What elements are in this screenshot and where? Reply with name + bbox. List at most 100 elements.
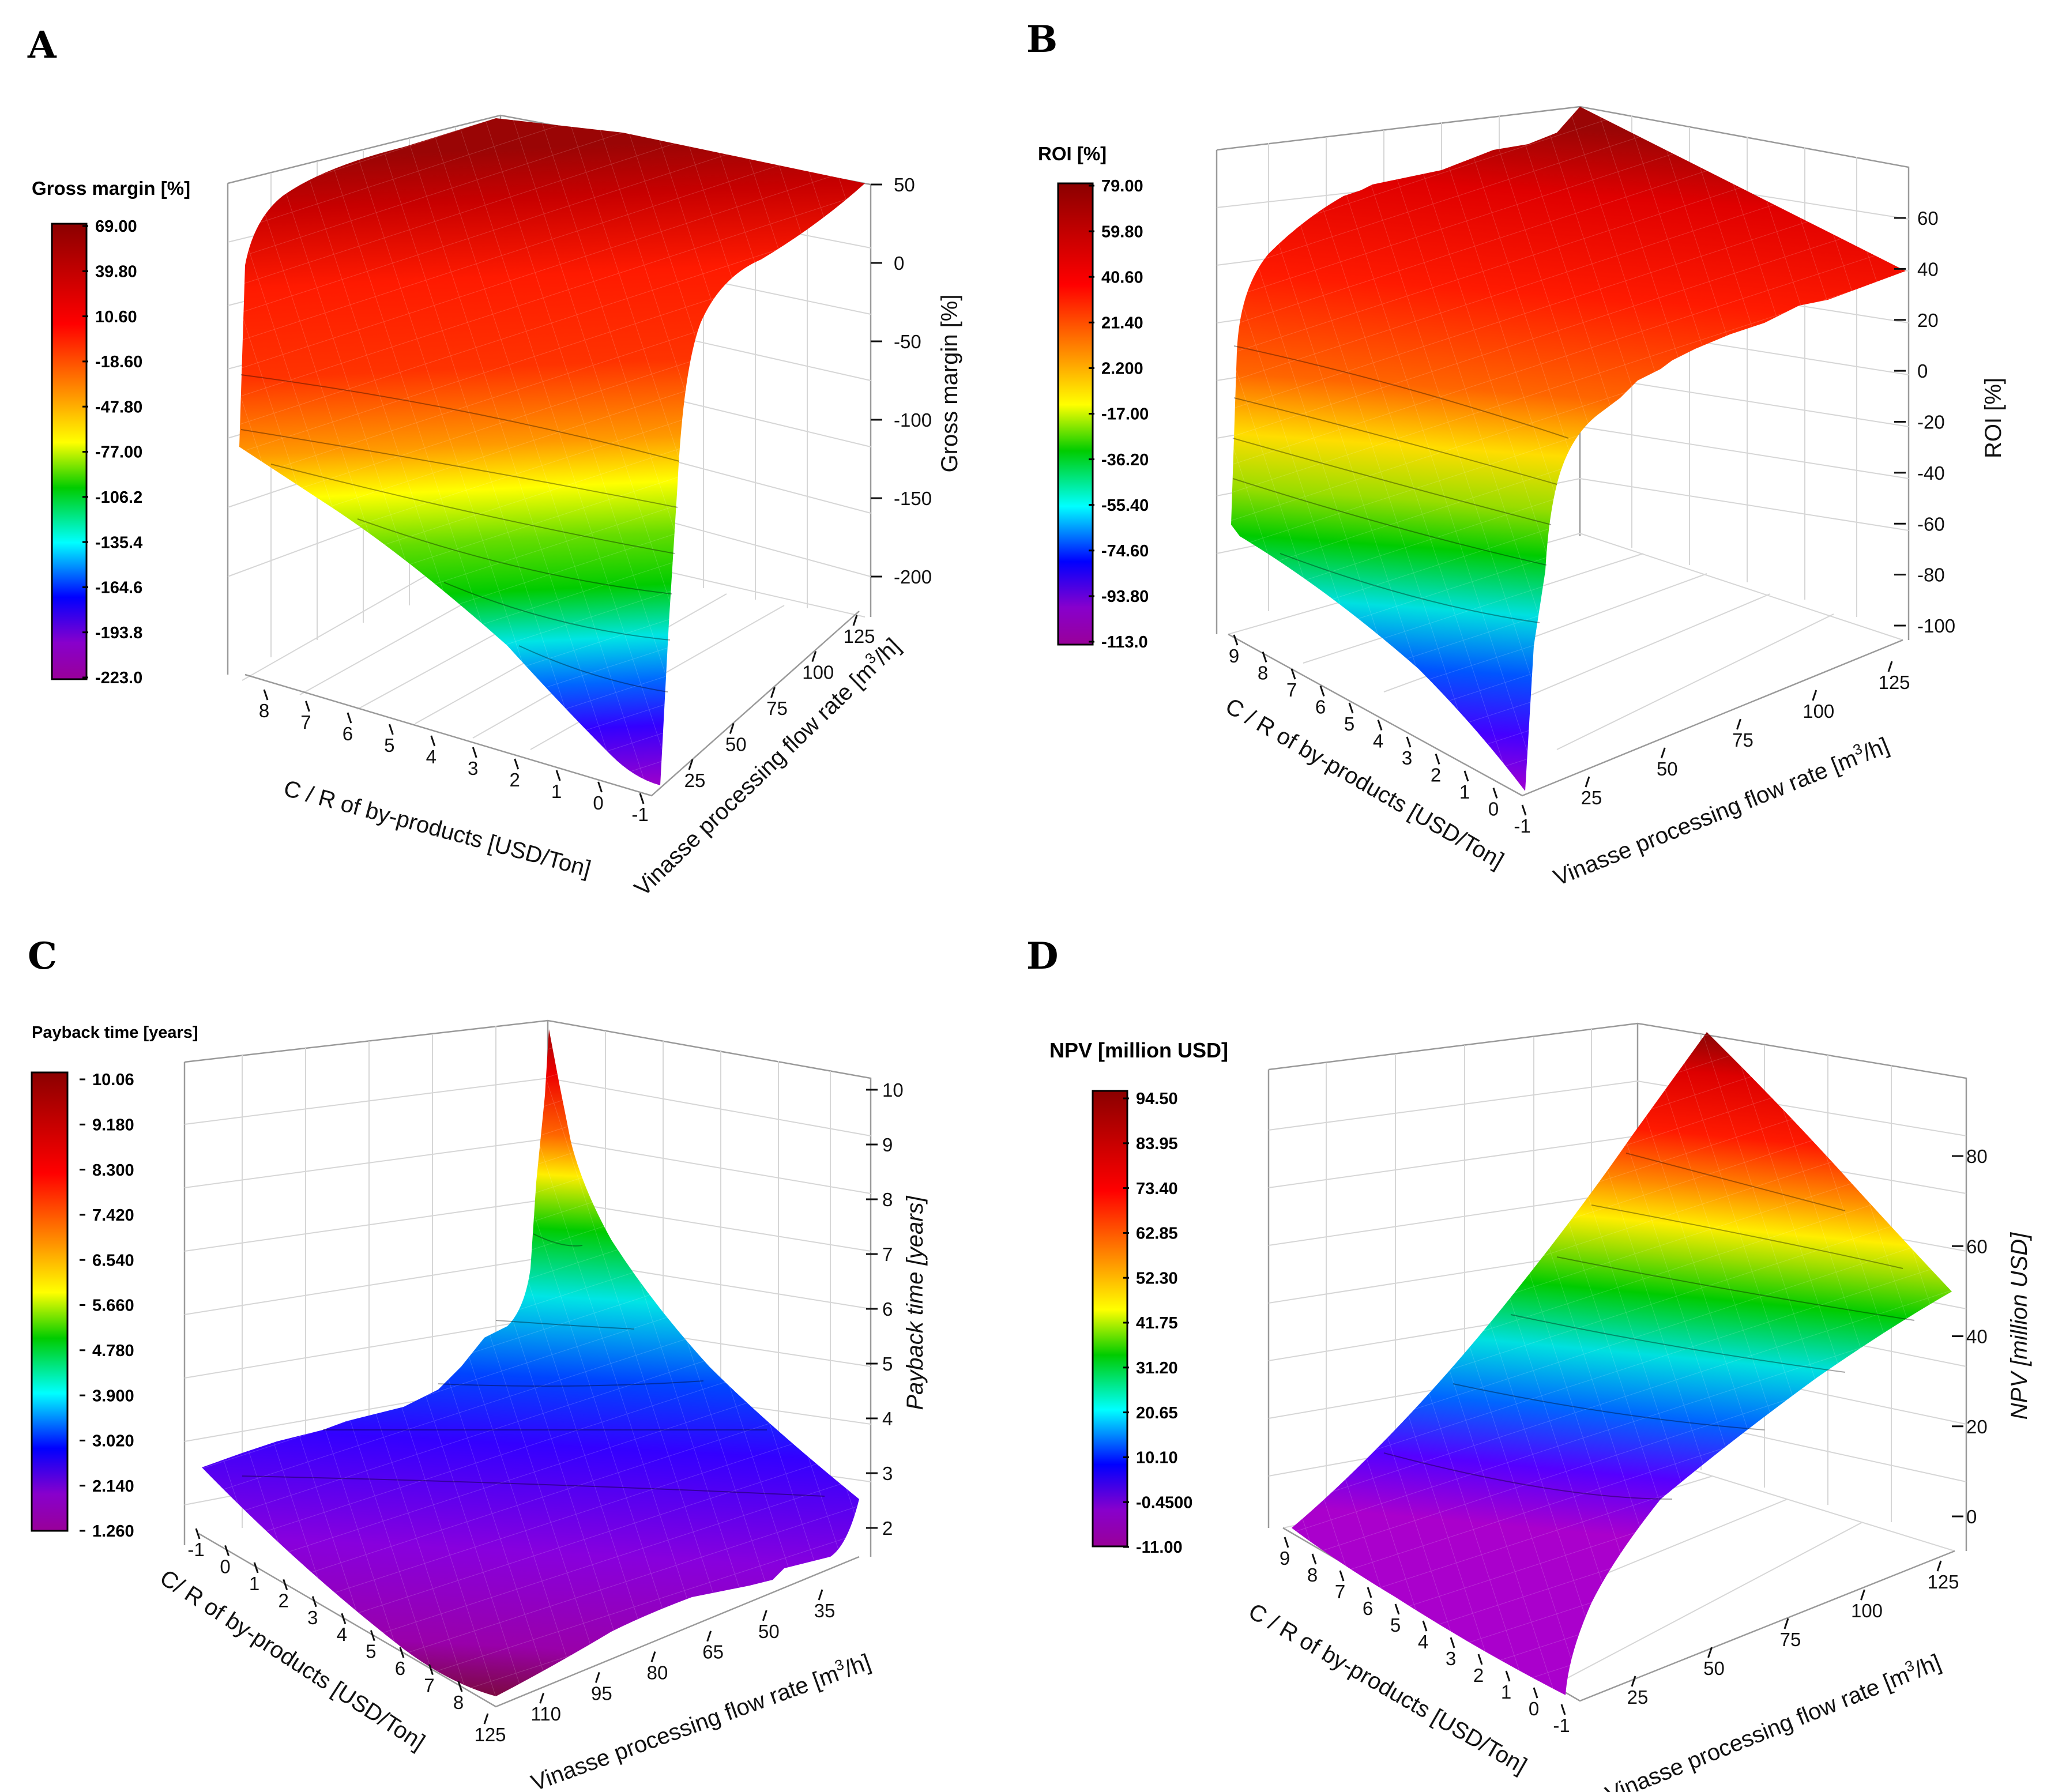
z-tick-label: 3 [882,1463,893,1484]
x-tick-mark [1492,788,1498,799]
x-tick-mark [1367,1587,1372,1598]
y-tick-mark [1707,1647,1713,1658]
x-tick-label: 4 [426,746,437,767]
x-tick-mark [263,689,269,701]
y-tick-label: 50 [1703,1658,1725,1679]
y-tick-mark [539,1692,545,1704]
z-tick-label: 6 [882,1298,893,1320]
y-tick-mark [818,1589,823,1601]
y-tick-label: 50 [758,1621,780,1642]
y-tick-mark [729,723,735,734]
z-tick-label: 0 [1917,360,1928,382]
y-tick-label: 25 [1627,1686,1649,1708]
colorbar-gradient [31,1071,69,1532]
colorbar-title: Gross margin [%] [32,178,190,199]
colorbar-tick-label: -18.60 [95,353,142,371]
x-tick-mark [1521,804,1527,816]
x-tick-label: 2 [509,769,520,790]
y-tick-mark [1585,776,1590,788]
panel-d-y-axis: 25 50 75 100 125 Vinasse processing flow rat… [1601,1560,1959,1792]
x-tick-mark [639,793,645,804]
x-tick-label: 2 [1473,1665,1484,1686]
panel-label-a: A [27,24,57,67]
x-tick-label: 8 [259,700,269,721]
x-tick-label: 7 [424,1675,434,1696]
panel-a-colorbar: Gross margin [%] 69.00 39.80 10.60 -18.60 -4… [32,178,190,687]
z-tick-label: 40 [1917,258,1939,280]
x-tick-label: -1 [187,1539,204,1560]
y-tick-label: 100 [1803,701,1834,722]
x-tick-mark [428,1664,434,1676]
colorbar-tick-label: -135.4 [95,533,142,552]
x-tick-mark [1406,736,1412,748]
x-tick-label: 5 [384,735,394,756]
x-tick-mark [1262,652,1267,662]
x-tick-mark [370,1630,375,1642]
z-tick-label: 0 [1966,1506,1977,1527]
z-tick-label: 80 [1966,1146,1988,1167]
x-tick-label: -1 [1514,815,1530,837]
z-tick-label: 7 [882,1244,893,1265]
colorbar-tick-label: -36.20 [1101,451,1149,469]
z-tick-label: -50 [894,331,921,352]
z-tick-label: 5 [882,1353,893,1375]
y-tick-mark [1660,747,1666,759]
colorbar-tick-label: -106.2 [95,488,142,507]
x-tick-mark [472,747,477,758]
x-tick-mark [1450,1637,1455,1648]
colorbar-tick-label: 2.200 [1101,360,1143,378]
z-tick-label: 50 [894,174,915,195]
z-tick-label: 9 [882,1134,893,1155]
panel-b: B ROI [%] 79.00 59.80 40.60 21.40 2.200 -17.0… [1026,18,2006,891]
x-tick-mark [1290,668,1296,680]
x-tick-mark [305,701,310,712]
y-tick-mark [1783,1618,1789,1629]
colorbar-tick-label: -193.8 [95,624,142,642]
colorbar-tick-label: 8.300 [92,1161,134,1180]
x-tick-label: 5 [1390,1614,1401,1636]
panel-a-z-axis: 50 0 -50 -100 -150 -200 Gross margin [%] [871,174,962,588]
y-tick-label: 50 [725,734,747,755]
y-axis-title: Vinasse processing flow rate [m3/h] [1549,730,1892,891]
x-tick-label: 0 [1529,1698,1539,1719]
colorbar-tick-label: 62.85 [1136,1225,1178,1243]
colorbar-tick-label: 79.00 [1101,177,1143,195]
y-tick-label: 125 [1878,672,1910,693]
colorbar-tick-label: -223.0 [95,669,142,687]
z-tick-label: 40 [1966,1326,1988,1347]
colorbar-tick-label: 3.900 [92,1387,134,1405]
y-tick-mark [1887,661,1893,672]
x-tick-label: 6 [1363,1598,1373,1619]
panel-a-y-axis: 25 50 75 100 125 Vinasse processing flow rat… [627,615,905,901]
x-tick-mark [253,1562,259,1573]
x-tick-mark [1422,1620,1428,1632]
z-tick-label: 0 [894,253,904,274]
z-tick-label: 20 [1917,310,1939,331]
z-tick-label: 10 [882,1079,904,1101]
panel-label-d: D [1026,935,1059,978]
colorbar-title: ROI [%] [1038,143,1107,164]
x-tick-mark [1477,1654,1483,1665]
colorbar-tick-label: 40.60 [1101,268,1143,287]
x-tick-mark [514,758,520,770]
colorbar-tick-label: 6.540 [92,1251,134,1270]
y-tick-label: 75 [766,698,788,719]
z-tick-label: 2 [882,1518,893,1539]
x-tick-label: 0 [220,1556,230,1577]
y-tick-label: 125 [843,626,875,647]
colorbar-tick-label: 9.180 [92,1116,134,1134]
colorbar-tick-label: 10.60 [95,308,137,326]
x-tick-mark [1233,634,1239,646]
x-tick-label: 1 [551,781,562,802]
x-tick-label: 8 [1307,1564,1318,1586]
x-tick-label: 3 [468,758,478,779]
x-tick-mark [1319,686,1325,697]
z-tick-label: -100 [1917,615,1955,637]
colorbar-title: NPV [million USD] [1049,1038,1228,1062]
x-tick-label: 3 [1446,1648,1456,1669]
z-axis-title: ROI [%] [1981,378,2006,458]
x-tick-mark [1505,1670,1511,1682]
x-tick-label: 4 [337,1624,347,1645]
x-tick-mark [1284,1537,1289,1548]
colorbar-tick-label: 31.20 [1136,1359,1178,1377]
